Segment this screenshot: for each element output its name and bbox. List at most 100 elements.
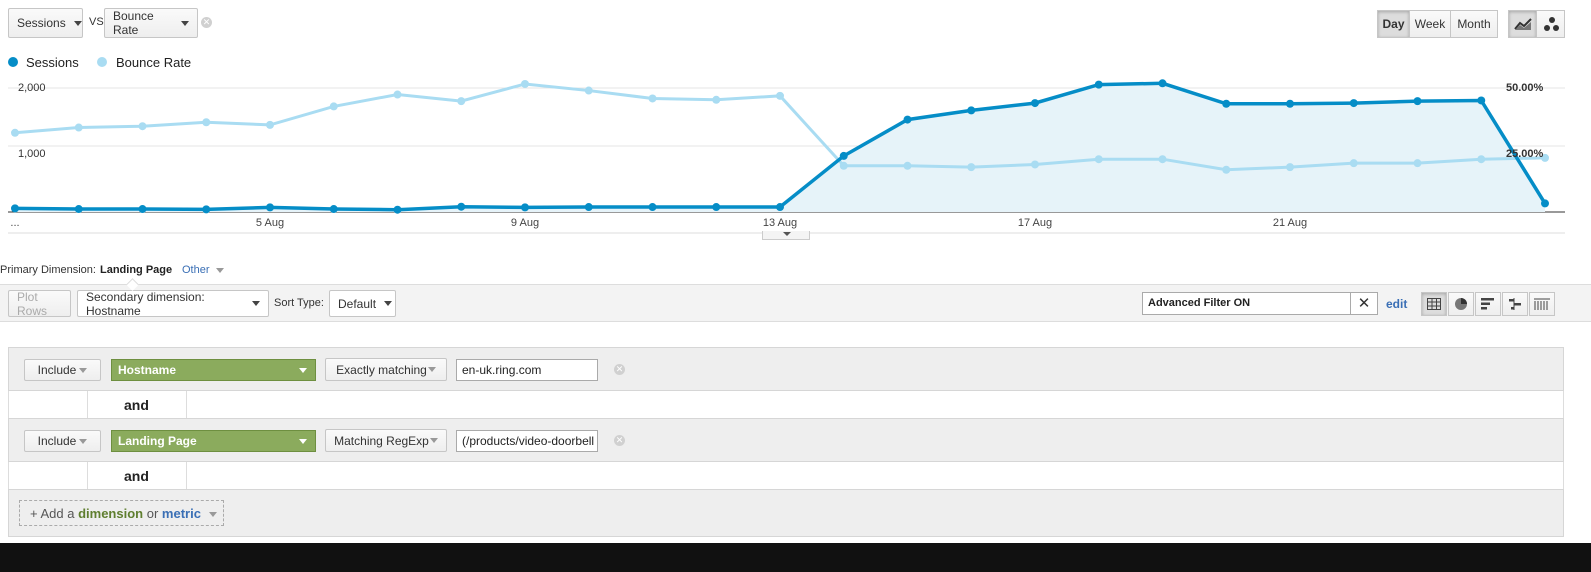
y-left-tick-1000: 1,000 <box>18 148 46 160</box>
advanced-filter-field[interactable]: Advanced Filter ON ✕ <box>1142 292 1378 315</box>
sessions-point <box>138 205 147 214</box>
sessions-legend-dot <box>8 57 18 67</box>
bounce-rate-point <box>11 128 19 137</box>
bounce-rate-point <box>521 79 529 88</box>
comparison-view-icon <box>1509 298 1521 310</box>
primary-dimension-other[interactable]: Other <box>182 264 224 276</box>
sessions-point <box>393 205 402 214</box>
bounce-rate-point <box>1477 155 1486 164</box>
bounce-rate-point <box>1541 153 1549 162</box>
sessions-point <box>1349 99 1358 108</box>
dimension-label: Landing Page <box>118 434 197 448</box>
secondary-dimension-select[interactable]: Secondary dimension: Hostname <box>77 289 269 318</box>
compare-metric-select[interactable]: Bounce Rate <box>104 8 198 38</box>
primary-dimension-value[interactable]: Landing Page <box>100 264 173 276</box>
sessions-point <box>584 203 593 212</box>
chevron-down-icon <box>427 367 436 372</box>
chevron-down-icon <box>209 512 217 517</box>
chevron-down-icon <box>783 232 791 236</box>
line-chart-button[interactable] <box>1508 10 1537 38</box>
bounce-rate-point <box>457 97 466 106</box>
and-input-area <box>186 391 1564 419</box>
sessions-point <box>1158 79 1167 88</box>
match-type-select[interactable]: Exactly matching <box>325 358 447 381</box>
add-dimension-or-metric-button[interactable]: + Add a dimension or metric <box>19 500 224 526</box>
edit-filter-link[interactable]: edit <box>1386 297 1408 311</box>
filter-value-input[interactable]: (/products/video-doorbell <box>456 430 598 452</box>
table-view-button[interactable] <box>1421 292 1447 316</box>
bounce-rate-point <box>1222 165 1231 174</box>
bounce-rate-point <box>138 122 147 131</box>
remove-filter-icon[interactable]: ✕ <box>614 435 625 446</box>
primary-dimension-label: Primary Dimension: <box>0 264 96 276</box>
sessions-point <box>457 202 466 211</box>
sessions-point <box>776 203 784 212</box>
dimension-select-landing-page[interactable]: Landing Page <box>111 430 316 452</box>
clear-filter-icon[interactable]: ✕ <box>1350 293 1377 314</box>
bounce-rate-point <box>776 91 784 100</box>
sessions-legend-label[interactable]: Sessions <box>26 55 79 70</box>
x-tick-label: 17 Aug <box>1017 217 1053 229</box>
bounce-rate-point <box>967 163 976 172</box>
bounce-rate-legend-label[interactable]: Bounce Rate <box>116 55 192 70</box>
y-right-tick-50: 50.00% <box>1506 82 1544 94</box>
sessions-point <box>1541 199 1549 208</box>
primary-metric-select[interactable]: Sessions <box>8 8 83 38</box>
chevron-down-icon <box>79 367 88 373</box>
pie-view-button[interactable] <box>1448 292 1474 316</box>
bar-view-icon <box>1481 298 1494 310</box>
include-select[interactable]: Include <box>24 430 101 452</box>
sessions-point <box>1222 99 1231 108</box>
sessions-point <box>202 205 211 214</box>
advanced-filter-value: Advanced Filter ON <box>1148 297 1251 309</box>
sessions-point <box>1413 97 1422 106</box>
bounce-rate-point <box>1349 159 1358 168</box>
match-type-label: Matching RegExp <box>334 433 429 448</box>
sessions-point <box>967 106 976 115</box>
bounce-rate-point <box>74 123 83 132</box>
motion-chart-icon <box>1543 17 1559 31</box>
x-tick-label: 13 Aug <box>762 217 798 229</box>
sessions-point <box>1031 99 1039 108</box>
bounce-rate-point <box>1413 159 1422 168</box>
chevron-down-icon <box>181 20 189 26</box>
motion-chart-button[interactable] <box>1536 10 1565 38</box>
add-or-label: or <box>146 505 159 521</box>
comparison-view-button[interactable] <box>1502 292 1528 316</box>
and-label: and <box>124 468 149 484</box>
plot-rows-button[interactable]: Plot Rows <box>8 290 71 318</box>
bar-view-button[interactable] <box>1475 292 1501 316</box>
bounce-rate-point <box>1158 155 1167 164</box>
bounce-rate-point <box>839 161 848 170</box>
match-type-select[interactable]: Matching RegExp <box>325 429 447 452</box>
y-right-tick-25: 25.00% <box>1506 148 1544 160</box>
filter-value-input[interactable]: en-uk.ring.com <box>456 359 598 381</box>
and-connector-2: and <box>8 462 1564 490</box>
add-prefix: + Add a <box>30 505 75 521</box>
sessions-point <box>1477 96 1486 105</box>
pivot-view-button[interactable] <box>1529 292 1555 316</box>
footer-bar <box>0 543 1591 572</box>
secondary-dimension-label: Secondary dimension: Hostname <box>86 289 205 318</box>
remove-compare-icon[interactable]: ✕ <box>201 17 212 28</box>
sort-type-select[interactable]: Default <box>329 290 396 317</box>
bounce-rate-point <box>1094 155 1103 164</box>
bounce-rate-point <box>393 90 402 99</box>
x-tick-label: 5 Aug <box>255 217 285 229</box>
chevron-down-icon <box>299 368 307 373</box>
match-type-label: Exactly matching <box>336 362 427 377</box>
sessions-point <box>1094 80 1103 89</box>
x-tick-label: 21 Aug <box>1272 217 1308 229</box>
bounce-rate-point <box>1286 163 1294 172</box>
dimension-select-hostname[interactable]: Hostname <box>111 359 316 381</box>
period-month-button[interactable]: Month <box>1450 10 1498 38</box>
remove-filter-icon[interactable]: ✕ <box>614 364 625 375</box>
bounce-rate-point <box>584 86 593 95</box>
include-select[interactable]: Include <box>24 359 101 381</box>
and-input-area <box>186 462 1564 490</box>
compare-metric-label: Bounce Rate <box>113 9 154 37</box>
chevron-down-icon <box>429 438 438 443</box>
primary-metric-label: Sessions <box>17 16 66 30</box>
chart-collapse-handle[interactable] <box>762 231 810 240</box>
bounce-rate-point <box>266 120 274 129</box>
